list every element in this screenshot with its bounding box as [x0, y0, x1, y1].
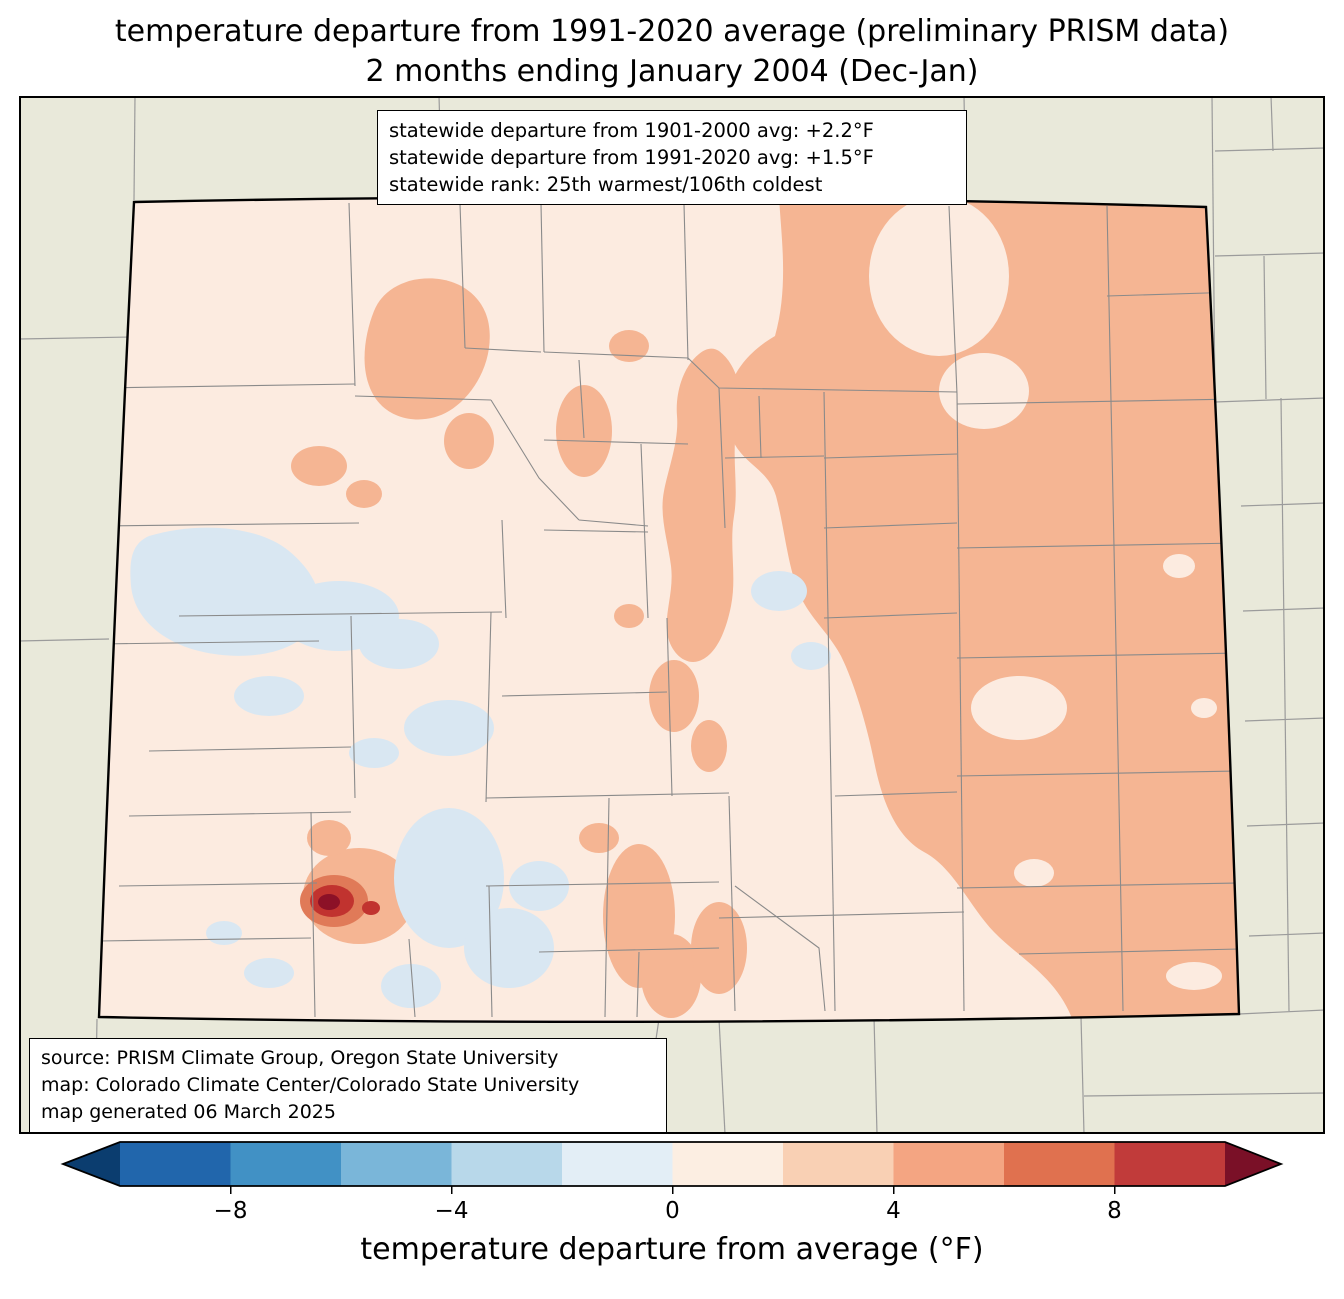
- source-line-3: map generated 06 March 2025: [41, 1101, 336, 1123]
- county-boundary-lines: [99, 202, 1239, 1018]
- source-line-2: map: Colorado Climate Center/Colorado St…: [41, 1074, 580, 1096]
- page-title: temperature departure from 1991-2020 ave…: [0, 0, 1344, 92]
- colorbar-segment: [893, 1142, 1005, 1186]
- hot-spot-core: [318, 894, 340, 910]
- colorbar-left-arrow: [63, 1142, 120, 1186]
- tick-label: 0: [665, 1198, 680, 1224]
- tick-label: −8: [213, 1198, 248, 1224]
- colorbar-tick-labels: −8 −4 0 4 8: [0, 1198, 1344, 1230]
- colorbar-segment: [120, 1142, 231, 1186]
- colorbar-segment: [230, 1142, 342, 1186]
- colorbar-segment: [451, 1142, 563, 1186]
- colorbar-axis-label: temperature departure from average (°F): [360, 1232, 984, 1267]
- title-line-2: 2 months ending January 2004 (Dec-Jan): [365, 54, 979, 89]
- cool-anomaly-patches: [130, 527, 831, 1008]
- colorbar-right-arrow: [1225, 1142, 1281, 1186]
- colorbar-segment: [672, 1142, 784, 1186]
- source-attribution-box: source: PRISM Climate Group, Oregon Stat…: [29, 1038, 667, 1133]
- stats-line-3: statewide rank: 25th warmest/106th colde…: [389, 173, 823, 196]
- colorbar-segment: [1004, 1142, 1115, 1186]
- tick-label: 8: [1107, 1198, 1122, 1224]
- colorbar-segments: [120, 1142, 1225, 1186]
- title-line-1: temperature departure from 1991-2020 ave…: [114, 14, 1230, 49]
- hot-spot-secondary: [362, 901, 380, 915]
- colorbar: [60, 1141, 1284, 1194]
- stats-line-1: statewide departure from 1901-2000 avg: …: [389, 119, 874, 142]
- source-line-1: source: PRISM Climate Group, Oregon Stat…: [41, 1047, 559, 1069]
- colorbar-segment: [341, 1142, 452, 1186]
- stats-line-2: statewide departure from 1991-2020 avg: …: [389, 146, 874, 169]
- neutral-spots: [869, 197, 1222, 990]
- colorbar-segment: [1114, 1142, 1225, 1186]
- map-frame: [19, 96, 1325, 1134]
- tick-label: −4: [434, 1198, 469, 1224]
- colorbar-outline: [60, 1141, 1284, 1187]
- colorbar-segment: [562, 1142, 673, 1186]
- colorbar-tick-marks: [229, 1186, 1116, 1194]
- colorbar-segment: [783, 1142, 894, 1186]
- map-area: statewide departure from 1901-2000 avg: …: [19, 96, 1325, 1134]
- tick-label: 4: [886, 1198, 901, 1224]
- statewide-stats-box: statewide departure from 1901-2000 avg: …: [377, 110, 967, 205]
- colorado-anomaly-map: [19, 96, 1325, 1134]
